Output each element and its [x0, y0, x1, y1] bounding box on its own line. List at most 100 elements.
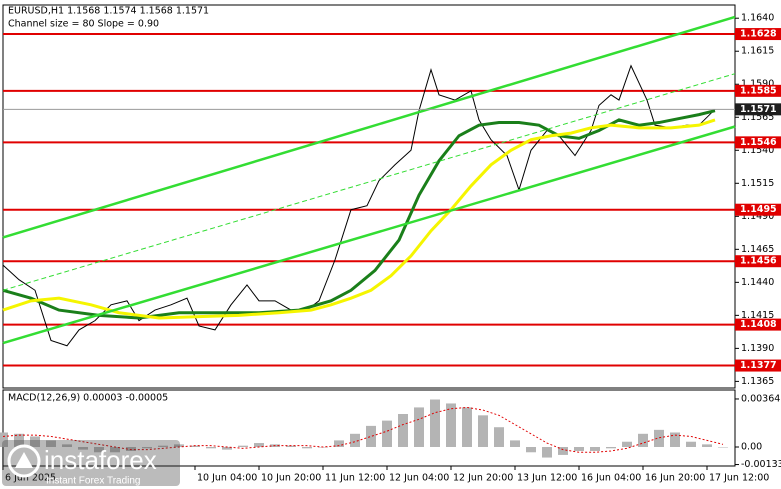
histogram-bar — [94, 447, 104, 453]
level-label: 1.1495 — [740, 204, 777, 215]
level-label-box — [735, 255, 781, 268]
histogram-bar — [0, 432, 8, 447]
level-label-box — [735, 136, 781, 149]
histogram-bar — [222, 447, 232, 450]
histogram-bar — [206, 447, 216, 449]
series-line — [2, 15, 736, 239]
histogram-bar — [350, 433, 360, 447]
level-label-box — [735, 203, 781, 216]
macd-panel-frame — [2, 389, 736, 467]
x-tick-label: 12 Jun 04:00 — [389, 473, 449, 484]
y-tick-label: 1.1390 — [741, 343, 774, 354]
level-label-box — [735, 359, 781, 372]
y-tick-label: 1.1615 — [741, 46, 774, 57]
histogram-bar — [190, 445, 200, 447]
histogram-bar — [542, 447, 552, 458]
x-tick-label: 10 Jun 04:00 — [197, 473, 257, 484]
level-label: 1.1377 — [740, 360, 777, 371]
series-line — [2, 125, 736, 345]
histogram-bar — [14, 433, 24, 447]
level-label: 1.1546 — [740, 137, 777, 148]
histogram-bar — [590, 447, 600, 451]
histogram-bar — [366, 425, 376, 447]
x-tick-label: 6 Jun 2025 — [5, 473, 56, 484]
y-tick-label: 1.1540 — [741, 145, 774, 156]
histogram-bar — [78, 447, 88, 450]
series-line — [2, 109, 716, 320]
histogram-bar — [494, 427, 504, 447]
y-tick-label: 1.1440 — [741, 277, 774, 288]
watermark-icon-mark — [15, 452, 33, 468]
watermark-backdrop — [2, 440, 180, 486]
histogram-bar — [302, 447, 312, 449]
histogram-bar — [702, 444, 712, 447]
x-tick-label: 10 Jun 20:00 — [261, 473, 321, 484]
watermark-brand: instaforex — [44, 445, 157, 475]
price-panel-frame — [2, 4, 736, 389]
y-tick-label: 0.00364 — [741, 393, 780, 404]
histogram-bar — [670, 432, 680, 447]
histogram-bar — [526, 447, 536, 453]
series-line — [2, 406, 724, 453]
histogram-bar — [158, 445, 168, 447]
histogram-bar — [638, 433, 648, 447]
watermark: instaforex Instant Forex Trading — [2, 440, 180, 487]
histogram-bar — [462, 407, 472, 447]
y-tick-label: -0.00133 — [741, 459, 781, 470]
histogram-bar — [718, 447, 728, 448]
level-label-box — [735, 28, 781, 41]
histogram-bar — [142, 447, 152, 449]
watermark-tagline: Instant Forex Trading — [46, 476, 141, 487]
level-label: 1.1408 — [740, 319, 777, 330]
last-price-box — [735, 103, 781, 116]
histogram-bar — [398, 414, 408, 447]
level-label-box — [735, 318, 781, 331]
y-tick-label: 1.1415 — [741, 310, 774, 321]
histogram-bar — [510, 440, 520, 447]
y-tick-label: 1.1465 — [741, 244, 774, 255]
x-tick-label: 16 Jun 04:00 — [581, 473, 641, 484]
histogram-bar — [686, 441, 696, 447]
level-label: 1.1456 — [740, 256, 777, 267]
x-tick-label: 12 Jun 20:00 — [453, 473, 513, 484]
histogram-bar — [254, 443, 264, 447]
level-label: 1.1628 — [740, 29, 777, 40]
histogram-bar — [110, 447, 120, 453]
watermark-icon — [7, 444, 41, 478]
histogram-bar — [382, 420, 392, 447]
histogram-bar — [286, 445, 296, 447]
histogram-bar — [126, 447, 136, 451]
chart-title: EURUSD,H1 1.1568 1.1574 1.1568 1.1571 — [8, 6, 209, 17]
x-tick-label: 17 Jun 12:00 — [709, 473, 769, 484]
histogram-bar — [606, 447, 616, 449]
y-tick-label: 1.1365 — [741, 376, 774, 387]
histogram-bar — [622, 441, 632, 447]
histogram-bar — [238, 445, 248, 447]
histogram-bar — [574, 447, 584, 451]
y-tick-label: 1.1515 — [741, 178, 774, 189]
y-tick-label: 1.1565 — [741, 112, 774, 123]
level-label-box — [735, 84, 781, 97]
histogram-bar — [334, 440, 344, 447]
plot-layer: 1.1640 1.1615 1.1590 1.1565 1.1540 1.1515 1.14… — [0, 13, 781, 484]
y-tick-label: 1.1590 — [741, 79, 774, 90]
x-tick-label: 13 Jun 12:00 — [517, 473, 577, 484]
histogram-bar — [654, 429, 664, 447]
series-line — [2, 64, 716, 347]
histogram-bar — [478, 415, 488, 447]
y-tick-label: 1.1490 — [741, 211, 774, 222]
level-label: 1.1585 — [740, 85, 777, 96]
histogram-bar — [446, 403, 456, 447]
x-tick-label: 11 Jun 12:00 — [325, 473, 385, 484]
histogram-bar — [558, 447, 568, 455]
y-tick-label: 0.00 — [741, 442, 762, 453]
histogram-bar — [430, 399, 440, 447]
histogram-bar — [46, 440, 56, 447]
histogram-bar — [414, 407, 424, 447]
y-tick-label: 1.1640 — [741, 13, 774, 24]
histogram-bar — [174, 444, 184, 447]
histogram-bar — [30, 436, 40, 447]
chart-subtitle: Channel size = 80 Slope = 0.90 — [8, 19, 159, 30]
